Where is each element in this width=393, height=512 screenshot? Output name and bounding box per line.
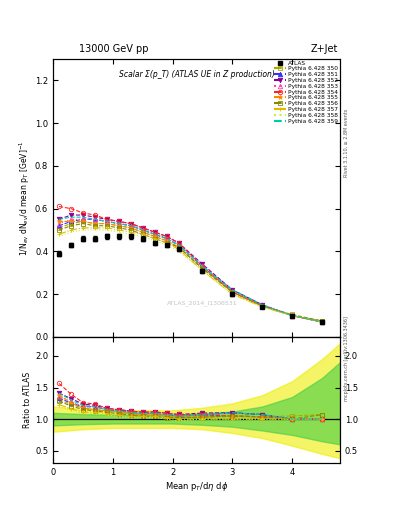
Text: Scalar Σ(p_T) (ATLAS UE in Z production): Scalar Σ(p_T) (ATLAS UE in Z production) bbox=[119, 70, 274, 79]
Text: Z+Jet: Z+Jet bbox=[310, 44, 338, 54]
Legend: ATLAS, Pythia 6.428 350, Pythia 6.428 351, Pythia 6.428 352, Pythia 6.428 353, P: ATLAS, Pythia 6.428 350, Pythia 6.428 35… bbox=[273, 60, 339, 124]
Text: 13000 GeV pp: 13000 GeV pp bbox=[79, 44, 148, 54]
Text: ATLAS_2014_I1306531: ATLAS_2014_I1306531 bbox=[167, 301, 237, 307]
X-axis label: Mean p$_T$/d$\eta$ d$\phi$: Mean p$_T$/d$\eta$ d$\phi$ bbox=[165, 480, 228, 493]
Text: Rivet 3.1.10, ≥ 2.8M events: Rivet 3.1.10, ≥ 2.8M events bbox=[344, 109, 349, 178]
Y-axis label: 1/N$_{ev}$ dN$_{ev}$/d mean p$_T$ [GeV]$^{-1}$: 1/N$_{ev}$ dN$_{ev}$/d mean p$_T$ [GeV]$… bbox=[18, 140, 32, 255]
Text: mcplots.cern.ch [arXiv:1306.3436]: mcplots.cern.ch [arXiv:1306.3436] bbox=[344, 316, 349, 401]
Y-axis label: Ratio to ATLAS: Ratio to ATLAS bbox=[23, 372, 32, 428]
